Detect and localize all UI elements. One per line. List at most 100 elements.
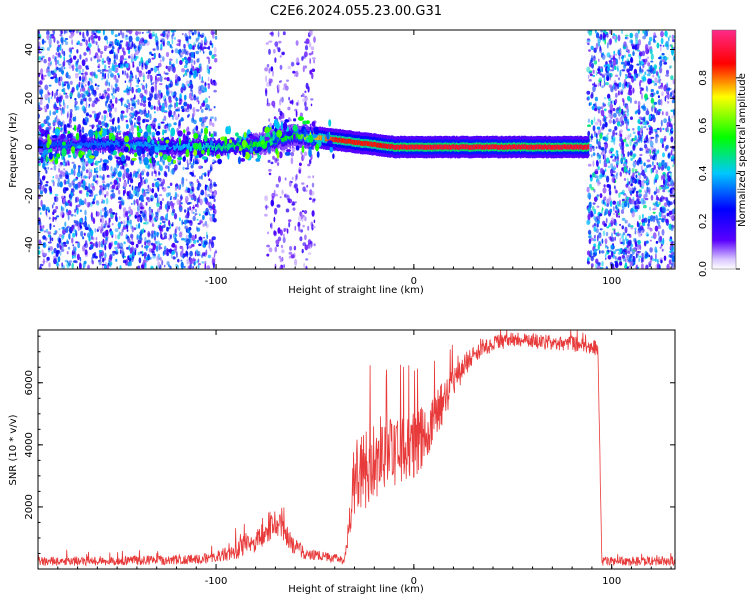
noise-mark bbox=[74, 183, 78, 189]
noise-mark bbox=[210, 30, 215, 36]
noise-mark bbox=[40, 46, 45, 52]
noise-mark bbox=[135, 36, 140, 42]
noise-mark bbox=[161, 259, 164, 266]
noise-mark bbox=[268, 172, 272, 176]
noise-mark bbox=[606, 33, 609, 38]
noise-mark bbox=[82, 73, 85, 80]
noise-mark bbox=[48, 97, 50, 104]
noise-mark bbox=[274, 193, 278, 197]
noise-mark bbox=[193, 175, 196, 178]
noise-mark bbox=[107, 61, 111, 65]
noise-mark bbox=[200, 109, 204, 113]
noise-mark bbox=[41, 249, 44, 255]
noise-mark bbox=[282, 87, 285, 91]
noise-mark bbox=[196, 178, 199, 183]
noise-mark bbox=[126, 229, 129, 233]
noise-mark bbox=[128, 117, 132, 124]
noise-mark bbox=[213, 89, 217, 93]
noise-mark bbox=[151, 171, 153, 177]
noise-mark bbox=[304, 244, 309, 251]
noise-mark bbox=[188, 201, 192, 205]
noise-mark bbox=[100, 51, 104, 55]
noise-mark bbox=[591, 133, 593, 141]
noise-mark bbox=[78, 190, 82, 194]
noise-mark bbox=[283, 264, 285, 268]
noise-mark bbox=[270, 66, 274, 72]
noise-mark bbox=[596, 159, 599, 164]
noise-mark bbox=[107, 72, 110, 79]
noise-mark bbox=[660, 243, 664, 247]
noise-mark bbox=[187, 113, 191, 117]
noise-mark bbox=[134, 172, 138, 178]
noise-mark bbox=[612, 58, 617, 66]
noise-mark bbox=[85, 65, 89, 69]
noise-mark bbox=[48, 161, 53, 165]
noise-mark bbox=[625, 144, 630, 147]
noise-mark bbox=[90, 169, 93, 173]
noise-mark bbox=[648, 206, 652, 211]
noise-mark bbox=[277, 227, 281, 234]
noise-mark bbox=[120, 221, 123, 224]
noise-mark bbox=[636, 160, 640, 166]
noise-mark bbox=[45, 118, 49, 124]
noise-mark bbox=[60, 30, 63, 34]
noise-mark bbox=[145, 202, 148, 206]
noise-mark bbox=[639, 69, 641, 74]
noise-mark bbox=[267, 231, 269, 235]
noise-mark bbox=[602, 187, 607, 194]
noise-mark bbox=[633, 141, 638, 144]
noise-mark bbox=[129, 193, 133, 199]
noise-mark bbox=[609, 73, 612, 81]
noise-mark bbox=[175, 58, 178, 65]
noise-mark bbox=[38, 107, 43, 111]
noise-mark bbox=[173, 197, 175, 201]
noise-mark bbox=[294, 258, 298, 266]
noise-mark bbox=[62, 108, 66, 115]
noise-mark bbox=[91, 256, 93, 264]
noise-mark bbox=[670, 187, 673, 194]
noise-mark bbox=[73, 163, 77, 170]
noise-mark bbox=[150, 123, 153, 127]
noise-mark bbox=[191, 207, 194, 214]
noise-mark bbox=[617, 65, 619, 70]
noise-mark bbox=[198, 251, 201, 255]
noise-mark bbox=[659, 60, 663, 68]
noise-mark bbox=[165, 51, 170, 58]
noise-mark bbox=[117, 124, 121, 131]
noise-mark bbox=[310, 46, 315, 51]
noise-mark bbox=[619, 47, 622, 55]
noise-mark bbox=[126, 215, 130, 222]
noise-mark bbox=[304, 101, 307, 107]
noise-mark bbox=[64, 187, 69, 191]
noise-mark bbox=[644, 167, 648, 173]
noise-mark bbox=[135, 55, 139, 59]
noise-mark bbox=[53, 225, 56, 228]
noise-mark bbox=[48, 216, 51, 220]
noise-mark bbox=[307, 163, 311, 167]
noise-mark bbox=[64, 37, 69, 41]
noise-mark bbox=[288, 222, 291, 228]
noise-mark bbox=[670, 47, 675, 55]
noise-mark bbox=[208, 68, 211, 75]
noise-mark bbox=[632, 127, 635, 131]
noise-mark bbox=[202, 214, 205, 221]
noise-mark bbox=[658, 201, 661, 206]
noise-mark bbox=[38, 51, 42, 54]
noise-mark bbox=[160, 246, 163, 250]
noise-mark bbox=[654, 106, 656, 114]
noise-mark bbox=[214, 160, 217, 163]
noise-mark bbox=[66, 113, 69, 119]
noise-mark bbox=[172, 111, 176, 117]
noise-mark bbox=[132, 97, 135, 100]
noise-mark bbox=[268, 168, 272, 172]
noise-mark bbox=[39, 187, 42, 191]
noise-mark bbox=[53, 36, 56, 43]
noise-mark bbox=[626, 112, 629, 117]
noise-mark bbox=[159, 217, 162, 221]
noise-mark bbox=[147, 164, 150, 170]
noise-mark bbox=[624, 34, 629, 37]
noise-mark bbox=[122, 201, 125, 206]
noise-mark bbox=[55, 174, 59, 180]
noise-mark bbox=[167, 162, 172, 166]
noise-mark bbox=[149, 74, 152, 78]
